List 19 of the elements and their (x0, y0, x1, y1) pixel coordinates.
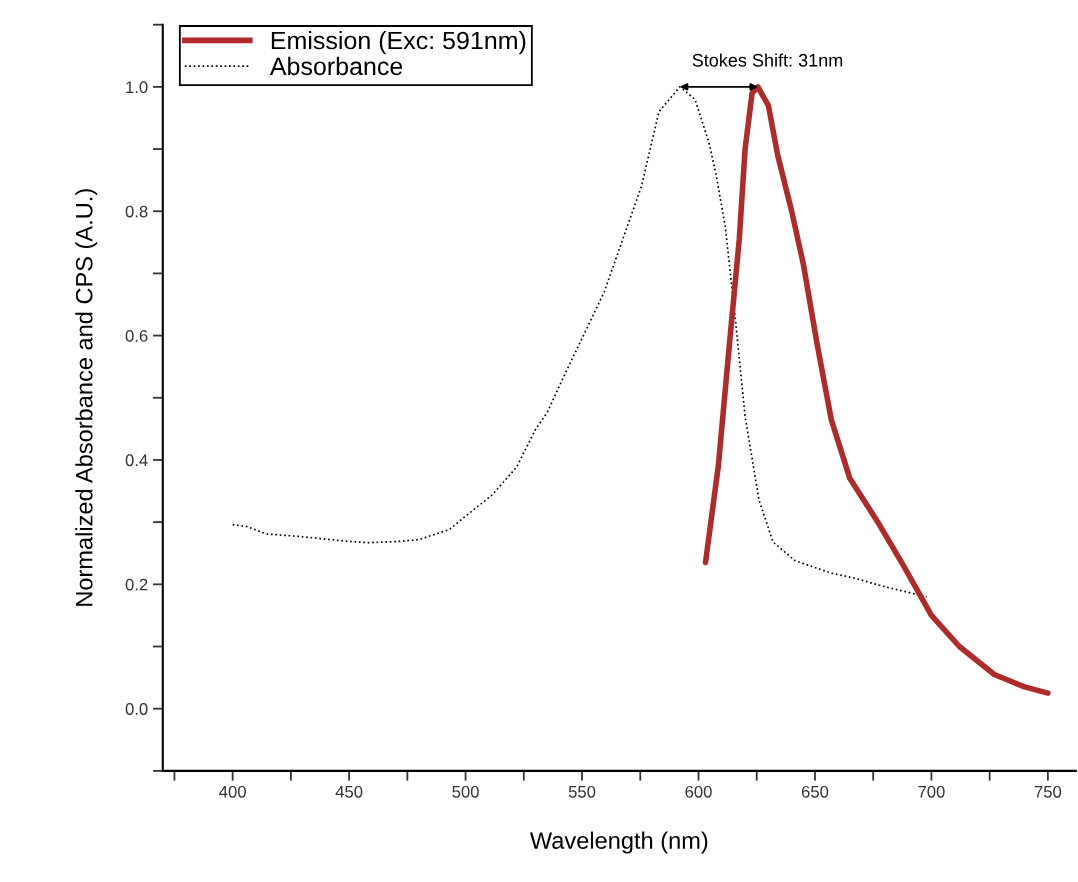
x-tick-label: 700 (918, 785, 945, 798)
y-tick-label: 0.4 (125, 454, 148, 467)
x-tick-label: 550 (568, 785, 596, 798)
y-tick-label: 1.0 (126, 81, 148, 94)
y-tick-label: 0.0 (125, 703, 148, 715)
y-axis-title: Normalized Absorbance and CPS (A.U.) (75, 189, 98, 606)
y-tick-label: 0.6 (125, 330, 148, 342)
legend-label: Absorbance (269, 56, 403, 76)
x-tick-label: 500 (452, 785, 479, 798)
annotation: Stokes Shift: 31nm (692, 53, 843, 67)
y-tick-label: 0.8 (125, 205, 148, 218)
x-tick-label: 450 (335, 785, 363, 798)
x-tick-label: 400 (219, 785, 246, 798)
x-axis-title: Wavelength (nm) (529, 831, 708, 854)
y-tick-label: 0.2 (125, 578, 148, 591)
legend-label: Emission (Exc: 591nm) (271, 31, 526, 55)
x-tick-label: 650 (801, 785, 829, 798)
x-tick-label: 750 (1034, 785, 1062, 798)
x-tick-label: 600 (685, 785, 712, 798)
